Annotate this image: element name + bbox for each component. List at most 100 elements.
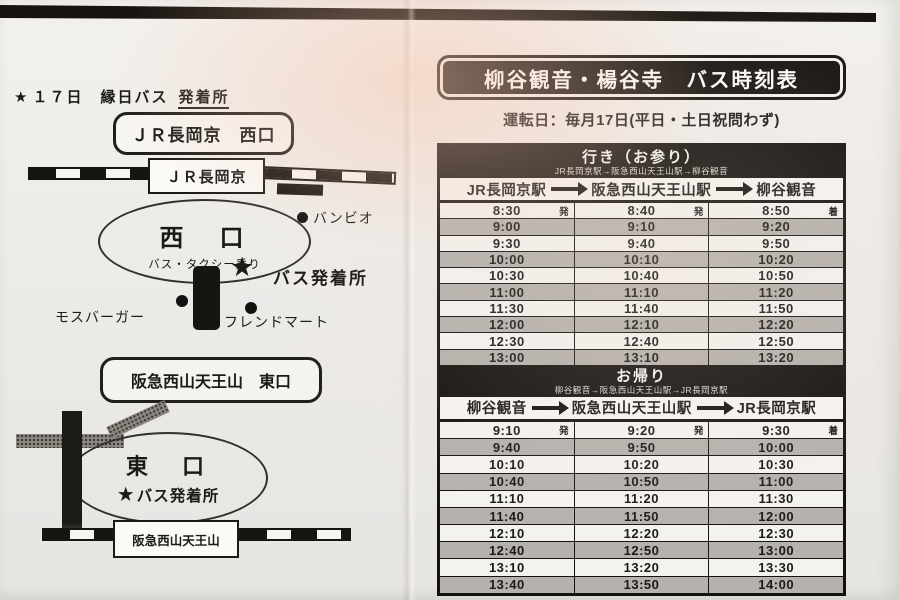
time-value: 14:00 [758,577,795,593]
landmark-dot-icon [297,212,308,223]
bambio-label: バンビオ [313,210,374,226]
time-value: 11:40 [623,300,660,316]
time-cell: 11:30 [440,301,574,316]
west-bus-stop-label: バス発着所 [273,269,368,288]
time-value: 13:00 [758,542,795,558]
dep-arr-marker: 発 [559,426,569,438]
time-value: 9:20 [627,422,656,438]
time-value: 11:00 [758,474,794,490]
time-value: 10:10 [623,252,660,268]
time-value: 9:10 [492,422,521,438]
timetable-row: 9:10 発 9:20 発 9:30 着 [440,420,843,439]
bus-terminal-road [193,266,220,330]
timetable-row: 12:10 12:20 12:30 [440,524,843,542]
time-cell: 11:10 [440,491,574,507]
west-gate-title: 西 口 [159,225,250,252]
timetable-row: 8:30 発 8:40 発 8:50 着 [440,202,843,219]
time-value: 9:30 [762,422,791,438]
time-value: 13:30 [758,560,795,576]
time-cell: 9:10 発 [440,422,574,438]
time-value: 11:30 [489,300,525,316]
time-value: 10:30 [488,268,525,284]
timetable-row: 12:00 12:10 12:20 [440,316,843,333]
time-cell: 9:20 発 [573,421,709,439]
time-value: 12:00 [758,508,795,524]
legend-underlined-text: 発着所 [178,89,230,109]
railway-line-jr-right [263,166,397,185]
time-cell: 12:00 [708,507,843,525]
return-station-3: JR長岡京駅 [736,401,817,418]
time-value: 12:50 [623,542,660,558]
time-cell: 9:40 [573,235,709,251]
time-cell: 12:10 [440,525,574,541]
time-value: 12:00 [488,317,525,333]
return-heading: お帰り [615,367,667,385]
railway-line-jr-lower [276,183,324,196]
time-cell: 13:30 [708,559,843,576]
jr-west-exit-box: ＪＲ長岡京 西口 [113,112,294,155]
star-icon: ★ [230,252,255,282]
time-value: 13:50 [623,577,660,593]
time-value: 12:40 [623,333,660,349]
return-column-header: 柳谷観音 阪急西山天王山駅 JR長岡京駅 [440,396,843,421]
time-value: 13:00 [488,349,525,365]
time-value: 10:20 [623,456,660,472]
timetable-row: 10:00 10:10 10:20 [440,250,843,268]
jr-station-box: ＪＲ長岡京 [148,158,265,194]
railway-line-hankyu-right [239,528,351,541]
time-cell: 10:20 [708,251,843,268]
time-cell: 10:50 [573,473,709,490]
railway-line-hankyu-left [42,528,116,541]
time-value: 9:40 [627,235,656,251]
time-cell: 13:20 [708,349,843,365]
time-cell: 12:50 [573,542,709,559]
outbound-heading: 行き（お参り） [581,149,701,166]
time-value: 8:30 [492,203,521,219]
time-value: 10:50 [758,268,795,284]
time-value: 10:00 [488,252,525,268]
timetable-row: 9:30 9:40 9:50 [440,234,843,251]
time-value: 11:50 [623,508,660,524]
time-value: 12:10 [623,317,660,333]
time-value: 9:10 [627,219,656,235]
timetable-row: 13:10 13:20 13:30 [440,558,843,576]
timetable-row: 11:00 11:10 11:20 [440,283,843,300]
timetable-row: 13:00 13:10 13:20 [440,348,843,365]
time-cell: 10:10 [440,456,574,472]
time-value: 10:40 [488,474,525,490]
friend-mart-label: フレンドマート [224,314,329,330]
time-value: 12:10 [488,525,525,541]
time-cell: 12:30 [708,525,843,542]
photo-edge-strip [0,5,876,22]
time-value: 11:30 [758,491,794,507]
time-value: 13:10 [488,560,525,576]
hankyu-east-exit-box: 阪急西山天王山 東口 [100,357,322,403]
return-rows: 9:10 発 9:20 発 9:30 着 9:40 9:50 10:00 10:10 10:20 10… [440,420,843,593]
time-cell: 11:50 [573,507,709,525]
time-cell: 11:00 [708,473,843,490]
time-value: 13:40 [488,577,525,593]
time-value: 12:20 [758,317,795,333]
time-cell: 13:50 [573,576,709,593]
time-value: 13:10 [623,349,660,365]
time-value: 9:30 [492,235,521,251]
timetable-row: 11:10 11:20 11:30 [440,489,843,507]
dep-arr-marker: 着 [828,206,839,218]
timetable-row: 11:40 11:50 12:00 [440,506,843,525]
time-value: 12:50 [758,333,795,349]
time-cell: 13:00 [708,542,843,559]
arrow-right-icon [531,400,569,415]
time-cell: 12:20 [573,525,709,542]
time-value: 8:40 [627,203,656,219]
time-value: 11:10 [489,491,525,507]
time-value: 12:20 [623,525,660,541]
time-value: 10:00 [758,439,795,455]
time-value: 9:40 [492,439,521,455]
hankyu-station-label: 阪急西山天王山 [132,533,220,548]
time-cell: 14:00 [708,576,843,593]
time-cell: 11:50 [708,300,843,317]
arrow-right-icon [716,182,754,196]
time-cell: 9:00 [440,219,574,234]
hankyu-east-exit-label: 阪急西山天王山 東口 [130,374,291,391]
